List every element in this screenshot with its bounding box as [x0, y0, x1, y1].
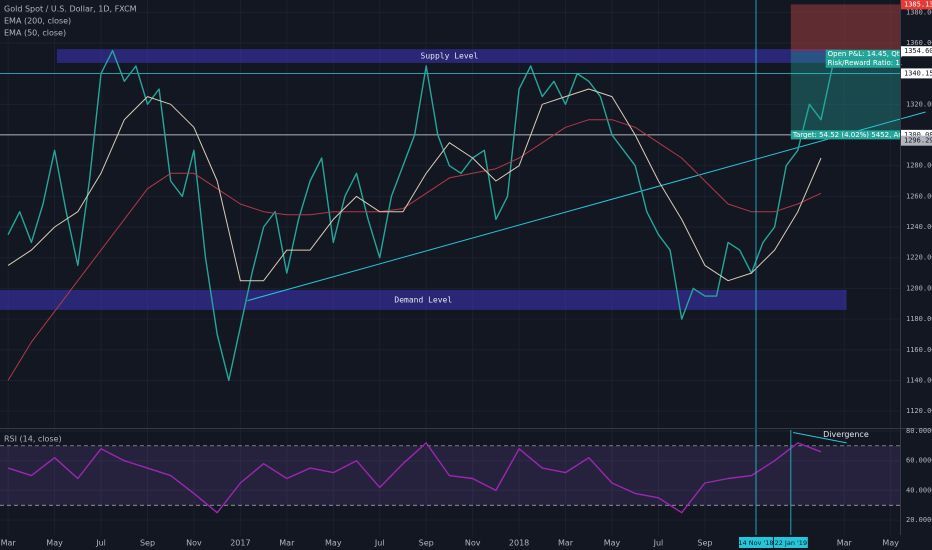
price-tag-label: 1300.08	[904, 131, 932, 139]
x-tick-label: 2018	[509, 539, 529, 548]
price-tag	[901, 129, 932, 140]
y-tick-label: 40.0000	[906, 486, 932, 494]
series-line	[7, 442, 822, 514]
y-tick-label: 1220.00	[906, 254, 932, 262]
y-tick-label: 1240.00	[906, 223, 932, 231]
x-tick-label: Jul	[95, 539, 106, 548]
price-tag	[901, 68, 932, 79]
x-tick-label: May	[325, 539, 342, 548]
x-tick-label: May	[46, 539, 63, 548]
price-tag-label: 1296.29	[904, 137, 932, 145]
x-tick-label: May	[604, 539, 621, 548]
zone	[56, 49, 842, 63]
cursor-label: 22 Jan '19	[775, 539, 807, 547]
series-line	[7, 88, 822, 282]
x-tick-label: Mar	[279, 539, 295, 548]
y-tick-label: 1200.00	[906, 284, 932, 292]
cursor-tag	[773, 537, 808, 548]
x-tick-label: May	[882, 539, 899, 548]
x-tick-label: Sep	[697, 539, 712, 548]
y-tick-label: 1360.00	[906, 39, 932, 47]
position-label: Target: 54.52 (4.02%) 5452, Am	[792, 131, 905, 139]
position-label-bg	[790, 130, 900, 140]
x-tick-label: Mar	[1, 539, 17, 548]
rsi-title: RSI (14, close)	[4, 435, 62, 444]
y-tick-label: 20.0000	[906, 516, 932, 524]
position-loss	[790, 4, 900, 52]
price-tag	[901, 0, 932, 10]
symbol-title: Gold Spot / U.S. Dollar, 1D, FXCM	[4, 5, 137, 14]
x-tick-label: Sep	[419, 539, 434, 548]
position-label: Risk/Reward Ratio: 1.	[828, 59, 902, 67]
price-tag-label: 1340.15	[904, 69, 932, 77]
cursor-tag	[739, 537, 773, 548]
y-tick-label: 1140.00	[906, 376, 932, 384]
legend-entry: EMA (200, close)	[4, 17, 71, 26]
price-tag	[901, 46, 932, 57]
cursor-label: 14 Nov '18	[738, 539, 773, 547]
x-tick-label: Jul	[374, 539, 385, 548]
position-label-bg	[825, 49, 900, 59]
divergence-label: Divergence	[823, 430, 869, 439]
x-tick-label: Sep	[140, 539, 155, 548]
y-tick-label: 1380.00	[906, 8, 932, 16]
x-tick-label: 2017	[230, 539, 250, 548]
x-tick-label: Nov	[465, 539, 481, 548]
y-tick-label: 1160.00	[906, 346, 932, 354]
y-tick-label: 1180.00	[906, 315, 932, 323]
x-tick-label: Mar	[837, 539, 853, 548]
x-tick-label: Jul	[653, 539, 664, 548]
zone-label: Demand Level	[394, 295, 452, 304]
position-label-bg	[825, 58, 900, 68]
price-tag	[901, 135, 932, 146]
time-axis	[0, 535, 932, 550]
x-tick-label: Nov	[186, 539, 202, 548]
price-tag-label: 1385.13	[904, 0, 932, 8]
x-tick-label: Mar	[558, 539, 574, 548]
y-tick-label: 1280.00	[906, 162, 932, 170]
y-tick-label: 80.0000	[906, 427, 932, 435]
series-line	[7, 119, 822, 381]
divergence-line	[793, 431, 847, 444]
legend-entry: EMA (50, close)	[4, 29, 66, 38]
position-label: Open P&L: 14.45, Qty:	[828, 50, 906, 58]
zone-label: Supply Level	[421, 51, 479, 60]
y-tick-label: 1320.00	[906, 100, 932, 108]
price-tag-label: 1354.60	[904, 47, 932, 55]
y-tick-label: 60.0000	[906, 457, 932, 465]
y-tick-label: 1120.00	[906, 407, 932, 415]
trendline	[247, 111, 926, 302]
y-tick-label: 1260.00	[906, 192, 932, 200]
